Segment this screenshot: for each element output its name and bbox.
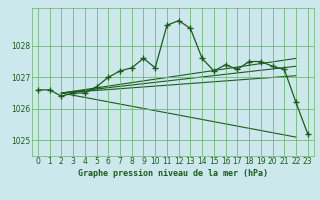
X-axis label: Graphe pression niveau de la mer (hPa): Graphe pression niveau de la mer (hPa) — [78, 169, 268, 178]
